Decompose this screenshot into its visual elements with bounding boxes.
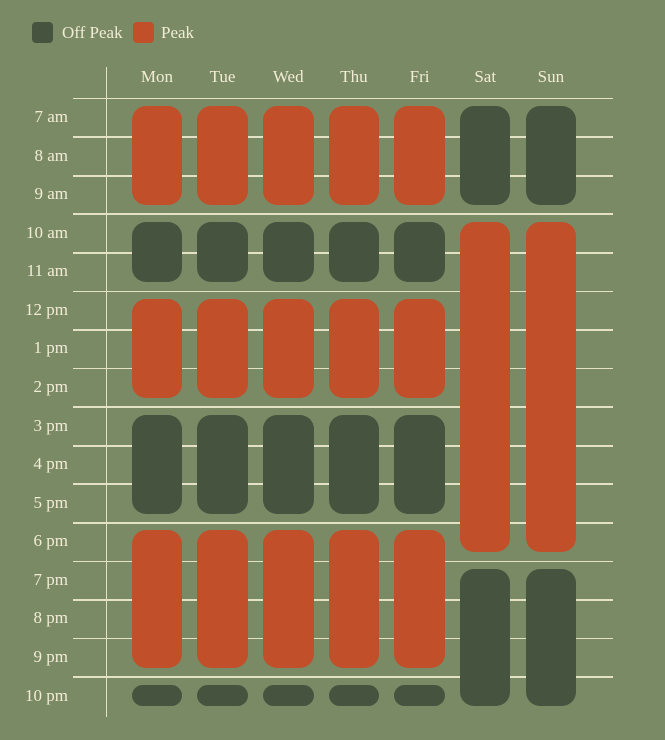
- day-header: Sat: [474, 67, 497, 86]
- schedule-block-thu-off_peak: [328, 684, 380, 707]
- hour-label: 8 am: [34, 145, 68, 165]
- hour-gridline: [72, 521, 613, 524]
- day-header: Fri: [409, 67, 430, 86]
- schedule-block-tue-peak: [197, 530, 248, 668]
- schedule-block-fri-off_peak: [394, 221, 445, 283]
- schedule-block-mon-peak: [131, 298, 183, 398]
- schedule-block-thu-peak: [328, 106, 380, 205]
- schedule-block-sun-off_peak: [525, 568, 577, 707]
- schedule-block-sun-peak: [525, 221, 577, 553]
- hour-label: 1 pm: [33, 338, 68, 358]
- schedule-block-sun-off_peak: [525, 106, 577, 205]
- hour-label: 9 pm: [33, 646, 68, 666]
- schedule-block-sat-off_peak: [459, 106, 511, 205]
- schedule-block-fri-peak: [394, 298, 445, 398]
- hour-label: 11 am: [26, 261, 68, 281]
- hour-gridline: [72, 213, 613, 216]
- hour-label: 3 pm: [33, 415, 68, 435]
- peak-legend-label: Peak: [161, 23, 195, 42]
- hour-label: 4 pm: [33, 454, 68, 474]
- hour-gridline: [72, 97, 613, 100]
- schedule-block-tue-peak: [197, 106, 248, 205]
- schedule-block-wed-peak: [262, 530, 314, 668]
- schedule-block-tue-off_peak: [197, 221, 248, 283]
- schedule-block-wed-peak: [262, 106, 314, 205]
- schedule-block-tue-off_peak: [197, 684, 248, 707]
- schedule-block-mon-peak: [131, 530, 183, 668]
- hour-label: 9 am: [34, 184, 68, 204]
- hour-label: 8 pm: [33, 608, 68, 628]
- schedule-block-wed-off_peak: [262, 414, 314, 514]
- hour-label: 2 pm: [33, 376, 68, 396]
- schedule-block-thu-peak: [328, 530, 380, 668]
- schedule-block-thu-off_peak: [328, 221, 380, 283]
- peak-swatch-icon: [133, 22, 154, 43]
- schedule-block-tue-peak: [197, 298, 248, 398]
- day-header: Wed: [272, 67, 304, 86]
- hour-label: 5 pm: [33, 492, 68, 512]
- schedule-block-wed-off_peak: [262, 684, 314, 707]
- schedule-block-thu-peak: [328, 298, 380, 398]
- hour-gridline: [72, 676, 613, 678]
- day-header: Mon: [140, 67, 173, 86]
- hour-label: 10 pm: [25, 685, 68, 705]
- schedule-block-wed-off_peak: [262, 221, 314, 283]
- schedule-block-mon-off_peak: [131, 221, 183, 283]
- hour-label: 7 am: [34, 106, 68, 126]
- schedule-block-thu-off_peak: [328, 414, 380, 514]
- day-header: Tue: [209, 67, 236, 86]
- off-peak-swatch-icon: [32, 22, 53, 43]
- schedule-block-fri-off_peak: [394, 684, 445, 707]
- schedule-block-fri-peak: [394, 106, 445, 205]
- day-header: Sun: [537, 67, 565, 86]
- schedule-block-tue-off_peak: [197, 414, 248, 514]
- schedule-block-sat-peak: [459, 221, 511, 553]
- schedule-block-fri-off_peak: [394, 414, 445, 514]
- schedule-block-fri-peak: [394, 530, 445, 668]
- day-header: Thu: [340, 67, 368, 86]
- off-peak-legend-label: Off Peak: [62, 23, 123, 42]
- schedule-block-mon-off_peak: [131, 684, 183, 707]
- hour-label: 6 pm: [33, 531, 68, 551]
- hour-gridline: [72, 406, 613, 408]
- y-axis-line: [105, 67, 108, 717]
- schedule-block-mon-peak: [131, 106, 183, 205]
- hour-label: 7 pm: [33, 569, 68, 589]
- hour-label: 12 pm: [25, 299, 68, 319]
- schedule-block-wed-peak: [262, 298, 314, 398]
- hour-label: 10 am: [25, 222, 68, 242]
- schedule-block-sat-off_peak: [459, 568, 511, 707]
- hour-gridline: [72, 290, 613, 293]
- schedule-block-mon-off_peak: [131, 414, 183, 514]
